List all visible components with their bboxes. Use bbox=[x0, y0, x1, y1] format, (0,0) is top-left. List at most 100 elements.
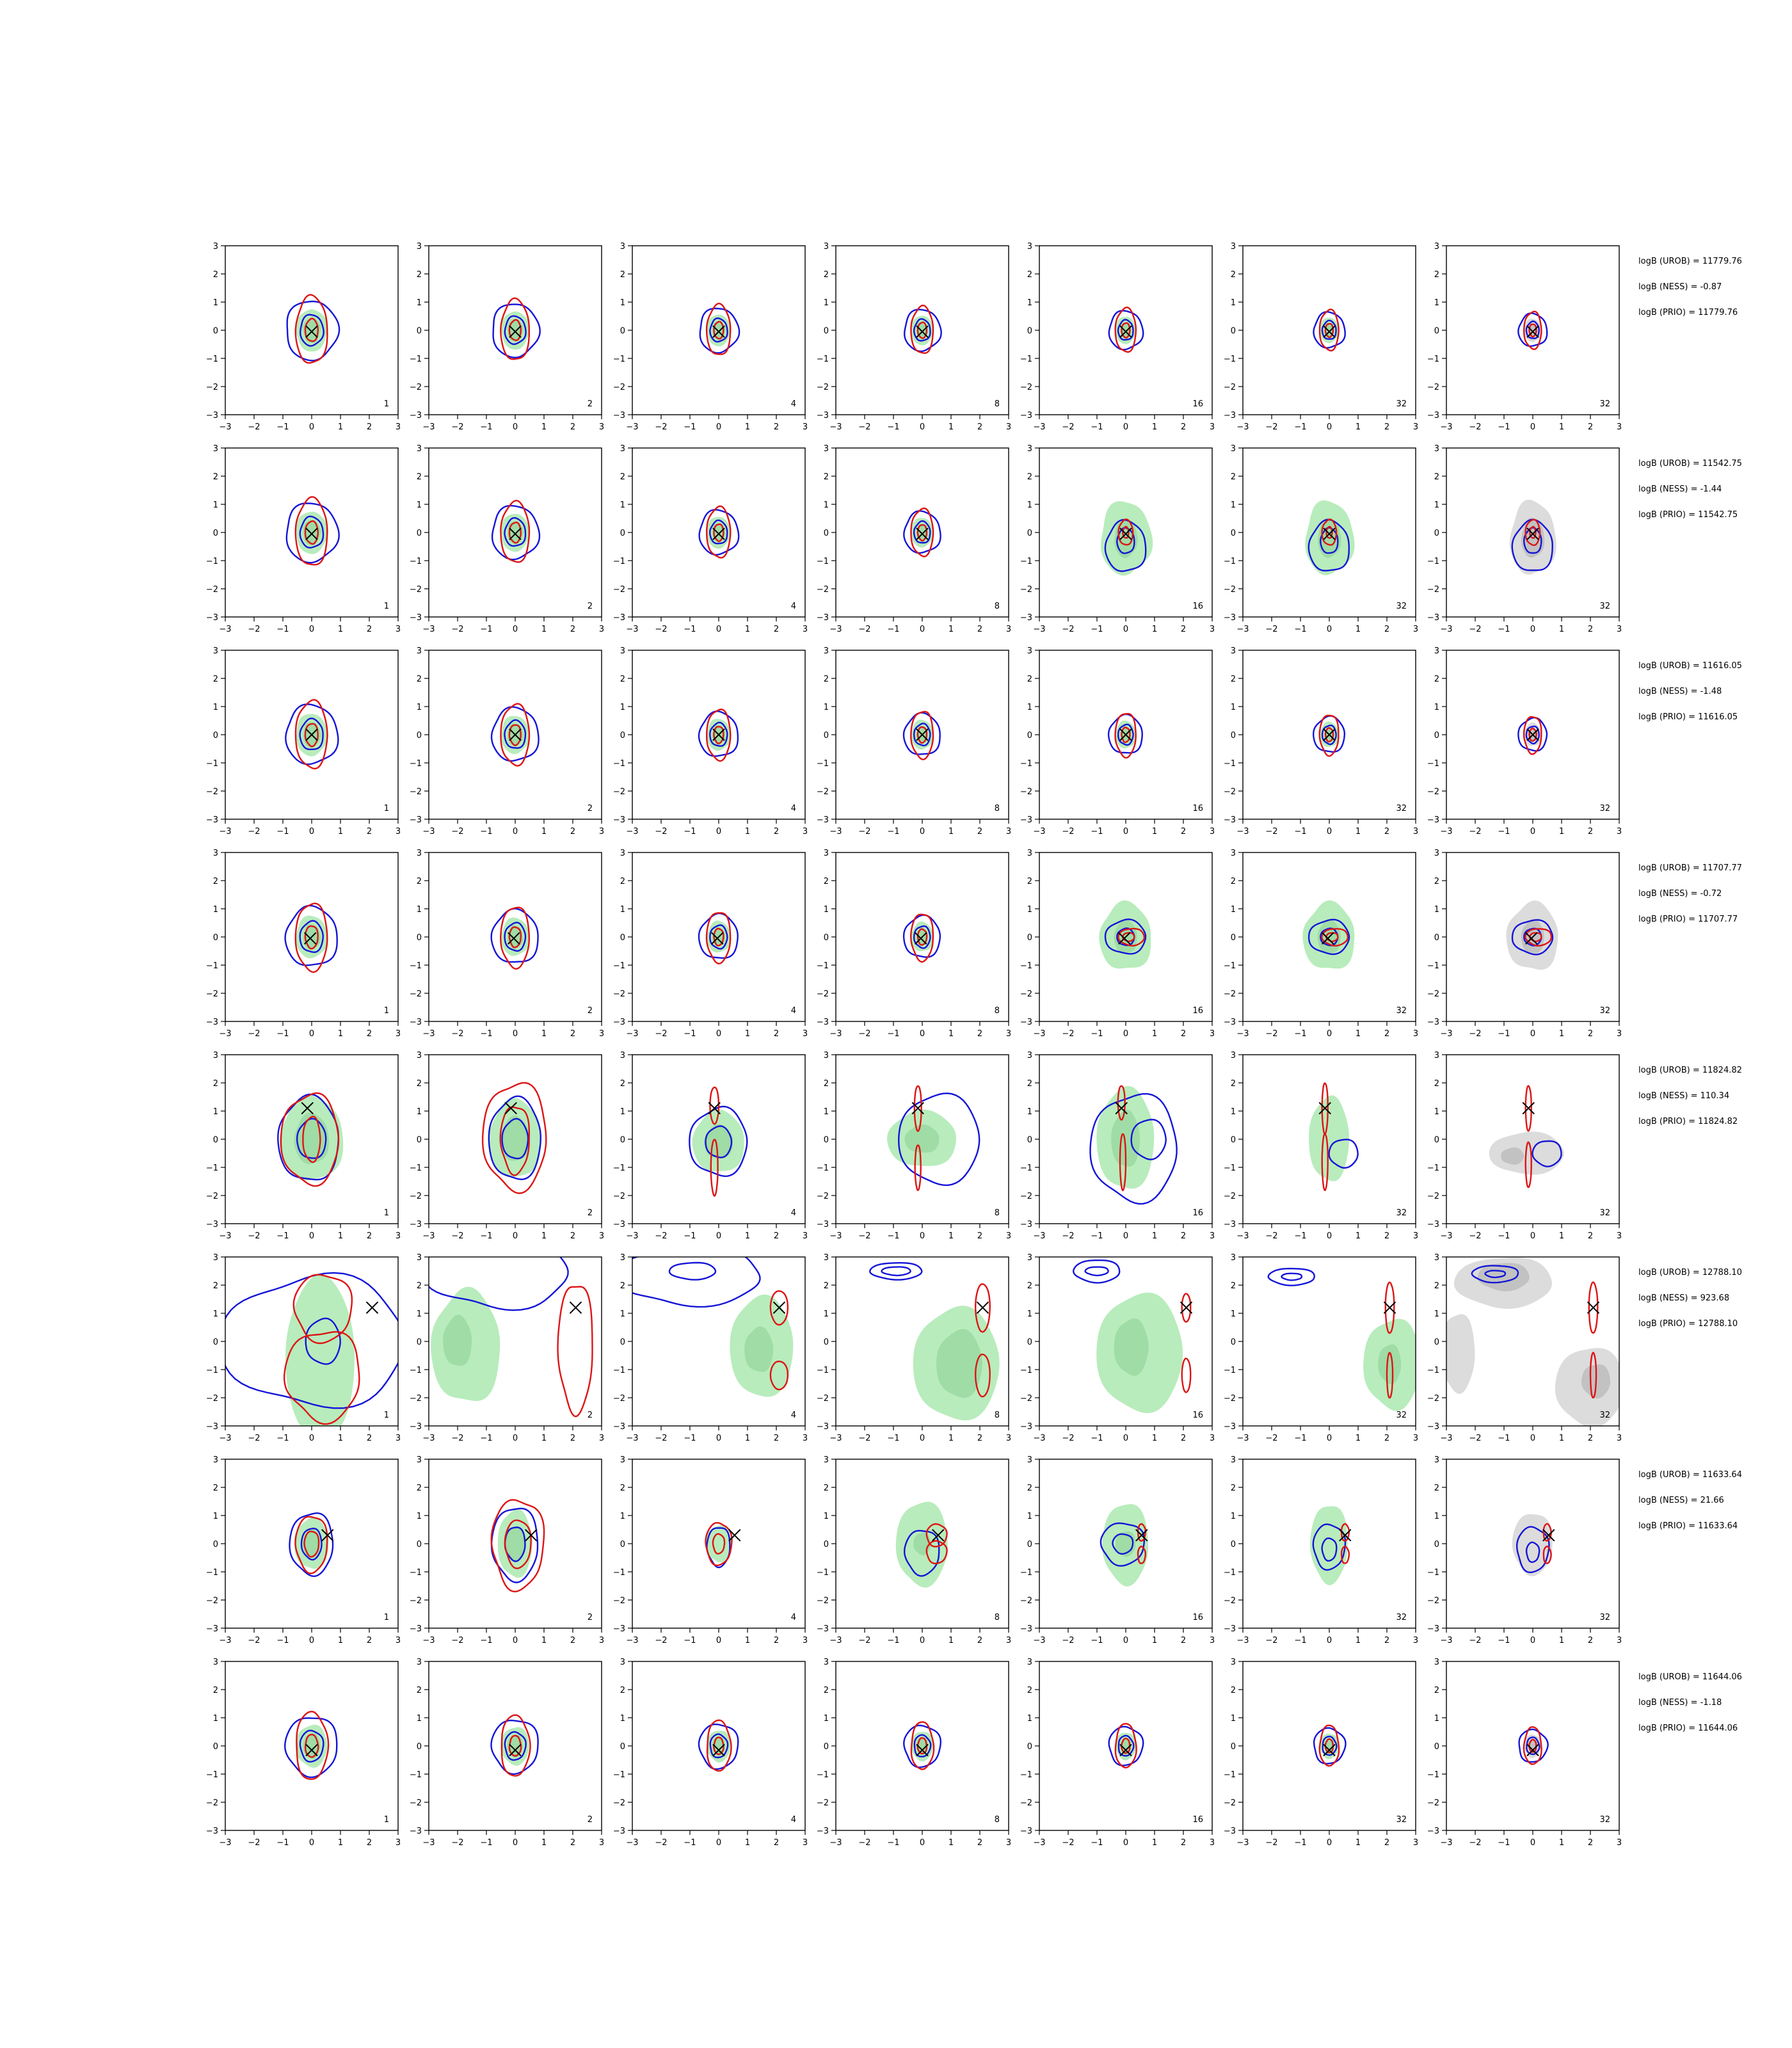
red-contour bbox=[916, 726, 927, 744]
x-tick-label: 1 bbox=[948, 1838, 954, 1848]
y-tick-label: −1 bbox=[1224, 1366, 1236, 1375]
red-contour bbox=[1384, 1281, 1395, 1334]
x-tick-label: −1 bbox=[1498, 625, 1510, 634]
y-tick-label: 3 bbox=[1231, 646, 1236, 656]
panel-count-label: 32 bbox=[1396, 602, 1407, 611]
panel-r6-c1: −3−3 −2 −2 −1 −1 0 0 1 1 2 2 3 3 1 bbox=[206, 1253, 401, 1443]
y-tick-label: 2 bbox=[620, 1281, 625, 1291]
y-tick-label: 0 bbox=[1027, 529, 1032, 538]
x-tick-label: −2 bbox=[1062, 827, 1074, 836]
y-tick-label: 1 bbox=[620, 905, 625, 915]
blue-contour bbox=[490, 706, 540, 762]
panel-r1-c5: −3−3 −2 −2 −1 −1 0 0 1 1 2 2 3 3 16 bbox=[1020, 242, 1215, 432]
red-contour bbox=[1119, 1133, 1127, 1192]
density-fill bbox=[1309, 1095, 1350, 1181]
panel-r8-c5: −3−3 −2 −2 −1 −1 0 0 1 1 2 2 3 3 16 bbox=[1020, 1658, 1215, 1848]
true-value-marker bbox=[525, 1529, 538, 1542]
red-contour bbox=[1321, 518, 1338, 546]
panel-count-label: 2 bbox=[588, 602, 593, 611]
x-tick-label: −3 bbox=[626, 1838, 638, 1848]
x-tick-label: −3 bbox=[1236, 1434, 1249, 1443]
y-tick-label: 0 bbox=[1027, 1742, 1032, 1752]
y-tick-label: 1 bbox=[1027, 1512, 1032, 1521]
row-stat-text: logB (PRIO) = 11633.64 bbox=[1638, 1521, 1738, 1531]
y-tick-label: 1 bbox=[1231, 703, 1236, 712]
y-tick-label: −2 bbox=[1020, 1394, 1032, 1404]
y-tick-label: 2 bbox=[824, 1281, 829, 1291]
blue-contour bbox=[1525, 1541, 1540, 1563]
x-tick-label: 1 bbox=[745, 827, 750, 836]
blue-contour bbox=[1308, 918, 1350, 956]
x-tick-label: −3 bbox=[829, 422, 842, 432]
red-contour bbox=[1318, 308, 1340, 352]
y-tick-label: 0 bbox=[824, 529, 829, 538]
x-tick-label: −2 bbox=[1469, 422, 1481, 432]
panel-r7-c3: −3−3 −2 −2 −1 −1 0 0 1 1 2 2 3 3 4 bbox=[613, 1455, 808, 1645]
x-tick-label: 0 bbox=[1123, 625, 1128, 634]
x-tick-label: 2 bbox=[1588, 1636, 1593, 1645]
panel-count-label: 32 bbox=[1599, 602, 1610, 611]
x-tick-label: 1 bbox=[541, 1029, 547, 1039]
true-value-marker bbox=[911, 1101, 924, 1115]
y-tick-label: −1 bbox=[206, 1366, 218, 1375]
x-tick-label: 0 bbox=[309, 1029, 314, 1039]
x-tick-label: 3 bbox=[396, 827, 401, 836]
y-tick-label: 3 bbox=[1434, 444, 1439, 454]
x-tick-label: 2 bbox=[1588, 1434, 1593, 1443]
x-tick-label: 3 bbox=[396, 1029, 401, 1039]
red-contour bbox=[304, 317, 319, 342]
red-contour bbox=[910, 1721, 935, 1770]
blue-contour bbox=[1312, 1523, 1347, 1571]
row-stat-text: logB (UROB) = 11542.75 bbox=[1638, 459, 1742, 468]
y-tick-label: −2 bbox=[410, 1192, 422, 1201]
x-tick-label: 3 bbox=[599, 1838, 604, 1848]
y-tick-label: −1 bbox=[613, 1770, 625, 1780]
density-fill-inner bbox=[1378, 1344, 1402, 1385]
panel-contours bbox=[490, 1499, 545, 1593]
red-contour bbox=[1114, 712, 1137, 759]
y-tick-label: −1 bbox=[1020, 1366, 1032, 1375]
y-tick-label: 1 bbox=[1231, 1714, 1236, 1724]
y-tick-label: 2 bbox=[1231, 472, 1236, 482]
x-tick-label: 2 bbox=[570, 422, 575, 432]
y-tick-label: 1 bbox=[1434, 1309, 1439, 1319]
y-tick-label: −1 bbox=[1427, 557, 1439, 566]
x-tick-label: 0 bbox=[513, 1231, 518, 1241]
true-value-marker bbox=[305, 527, 318, 540]
blue-contour bbox=[897, 1092, 980, 1187]
red-contour bbox=[1542, 1545, 1552, 1564]
x-tick-label: 3 bbox=[1413, 827, 1418, 836]
x-tick-label: −3 bbox=[829, 1434, 842, 1443]
true-value-marker bbox=[1323, 527, 1336, 540]
x-tick-label: −1 bbox=[1091, 625, 1103, 634]
panel-count-label: 1 bbox=[384, 1006, 389, 1016]
x-tick-label: 2 bbox=[1181, 422, 1186, 432]
blue-contour bbox=[1108, 1725, 1144, 1766]
y-tick-label: −2 bbox=[1020, 1596, 1032, 1606]
x-tick-label: −2 bbox=[1062, 1838, 1074, 1848]
y-tick-label: −2 bbox=[206, 585, 218, 595]
panel-count-label: 32 bbox=[1396, 1006, 1407, 1016]
x-tick-label: −3 bbox=[1236, 422, 1249, 432]
x-tick-label: 0 bbox=[1123, 1636, 1128, 1645]
x-tick-label: 3 bbox=[803, 1636, 808, 1645]
x-tick-label: 3 bbox=[1413, 1636, 1418, 1645]
x-tick-label: 2 bbox=[570, 625, 575, 634]
x-tick-label: −1 bbox=[1498, 1636, 1510, 1645]
x-tick-label: 1 bbox=[541, 1838, 547, 1848]
density-fill-inner bbox=[1501, 1147, 1524, 1165]
blue-contour bbox=[632, 1257, 761, 1308]
x-tick-label: 1 bbox=[1559, 827, 1564, 836]
x-tick-label: 2 bbox=[1384, 1838, 1389, 1848]
y-tick-label: 1 bbox=[213, 298, 218, 308]
true-value-marker bbox=[976, 1301, 989, 1314]
blue-contour bbox=[305, 1317, 341, 1365]
panel-r4-c4: −3−3 −2 −2 −1 −1 0 0 1 1 2 2 3 3 8 bbox=[817, 849, 1011, 1039]
y-tick-label: −2 bbox=[613, 1192, 625, 1201]
red-contour bbox=[1121, 726, 1131, 744]
panel-contours bbox=[225, 1272, 398, 1426]
x-tick-label: 3 bbox=[1006, 1838, 1011, 1848]
x-tick-label: −3 bbox=[1033, 1029, 1045, 1039]
true-value-marker bbox=[712, 728, 725, 741]
x-tick-label: 1 bbox=[338, 1838, 343, 1848]
